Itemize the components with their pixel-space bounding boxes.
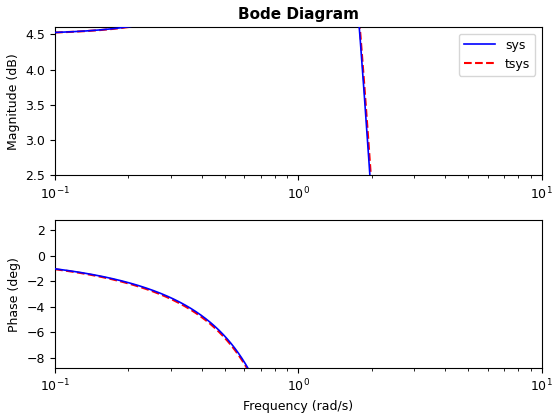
sys — [52, 266, 58, 271]
sys — [77, 29, 83, 34]
sys — [52, 30, 58, 35]
tsys — [52, 267, 58, 272]
Y-axis label: Magnitude (dB): Magnitude (dB) — [7, 53, 20, 150]
Line: tsys: tsys — [55, 269, 542, 420]
Line: sys: sys — [55, 269, 542, 420]
Title: Bode Diagram: Bode Diagram — [238, 7, 359, 22]
tsys — [77, 270, 83, 276]
Line: tsys: tsys — [55, 0, 542, 420]
sys — [77, 270, 83, 275]
Legend: sys, tsys: sys, tsys — [459, 34, 535, 76]
Line: sys: sys — [55, 0, 542, 420]
Y-axis label: Phase (deg): Phase (deg) — [8, 257, 21, 331]
tsys — [52, 30, 58, 35]
X-axis label: Frequency (rad/s): Frequency (rad/s) — [244, 400, 353, 413]
tsys — [77, 29, 83, 34]
